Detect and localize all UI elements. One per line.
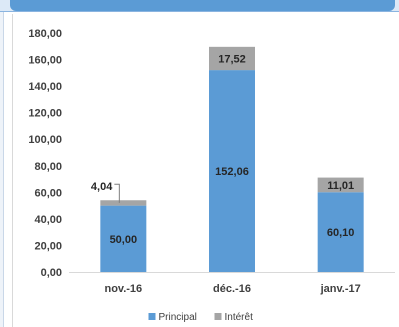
data-label-principal: 60,10 <box>327 227 355 239</box>
data-label-principal: 152,06 <box>215 166 249 178</box>
x-tick-label: janv.-17 <box>320 283 361 295</box>
y-tick-label: 180,00 <box>28 28 62 40</box>
legend-swatch <box>214 313 222 320</box>
data-label-interet: 17,52 <box>218 53 246 65</box>
legend-swatch <box>148 313 156 320</box>
bar-principal <box>317 192 364 272</box>
legend-label: Intérêt <box>225 312 254 323</box>
top-banner <box>0 0 399 12</box>
y-tick-label: 0,00 <box>41 267 62 279</box>
data-label-leader-line <box>114 183 120 203</box>
x-tick-label: déc.-16 <box>213 283 251 295</box>
bar-layer <box>100 46 364 272</box>
y-tick-label: 20,00 <box>34 240 62 252</box>
y-tick-label: 100,00 <box>28 134 62 146</box>
y-tick-label: 120,00 <box>28 108 62 120</box>
y-tick-label: 80,00 <box>34 161 62 173</box>
x-tick-label: nov.-16 <box>104 283 142 295</box>
y-tick-label: 60,00 <box>34 187 62 199</box>
legend-label: Principal <box>159 312 197 323</box>
data-label-principal: 50,00 <box>110 234 138 246</box>
bar-interet <box>100 200 147 206</box>
axis-layer: 0,00 20,00 40,00 60,00 80,00 100,00 120,00 140,… <box>28 28 395 295</box>
top-banner-accent <box>10 0 395 11</box>
bar-interet <box>209 46 255 71</box>
bar-principal <box>209 70 255 272</box>
left-panel-edge <box>0 12 4 327</box>
data-label-interet: 4,04 <box>91 181 113 193</box>
y-tick-label: 140,00 <box>28 81 62 93</box>
y-tick-label: 40,00 <box>34 214 62 226</box>
y-tick-label: 160,00 <box>28 55 62 67</box>
bar-interet <box>317 177 364 193</box>
legend: Principal Intérêt <box>148 312 254 323</box>
bar-principal <box>100 205 147 272</box>
label-layer: 50,00 4,04 152,06 17,52 60,10 11,01 <box>91 53 355 245</box>
chart-frame <box>12 14 399 327</box>
data-label-interet: 11,01 <box>327 180 354 192</box>
